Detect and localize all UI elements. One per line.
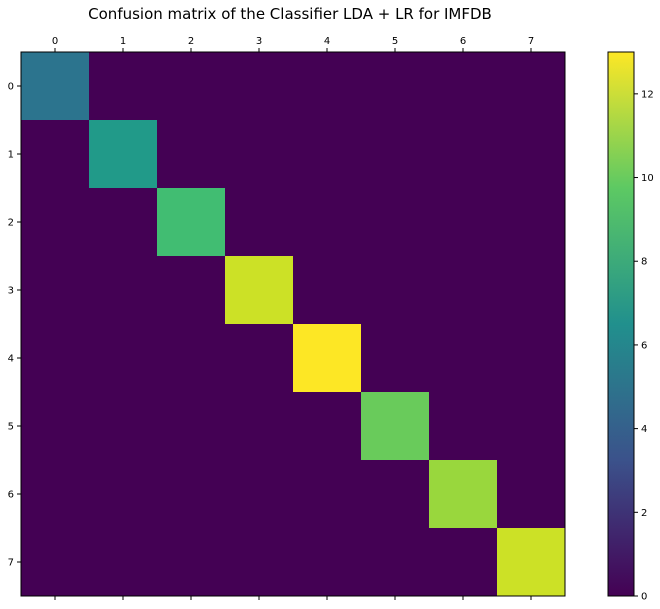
heatmap-cell: [157, 188, 226, 257]
heatmap-cell: [497, 528, 566, 597]
heatmap-cell: [429, 188, 498, 257]
y-tick-label: 5: [8, 422, 14, 433]
x-axis-ticks: 0 1 2 3 4 5 6 7: [52, 36, 534, 600]
heatmap-cell: [361, 52, 430, 121]
heatmap-cell: [497, 52, 566, 121]
plot-frame: [20, 51, 566, 597]
heatmap-cell: [89, 528, 158, 597]
heatmap-cell: [89, 188, 158, 257]
heatmap-cell: [293, 188, 362, 257]
y-tick-label: 6: [8, 490, 14, 501]
heatmap-cell: [361, 392, 430, 461]
heatmap-cell: [157, 52, 226, 121]
colorbar-tick-label: 12: [641, 89, 654, 100]
x-tick-label: 6: [460, 36, 466, 47]
colorbar-tick-label: 2: [641, 508, 647, 519]
y-tick-label: 4: [8, 354, 14, 365]
heatmap-cell: [225, 528, 294, 597]
colorbar-ticks: 0 2 4 6 8 10 12: [634, 89, 654, 603]
heatmap-cell: [361, 324, 430, 393]
colorbar-tick-label: 0: [641, 592, 647, 603]
heatmap-cell: [225, 188, 294, 257]
heatmap-cell: [21, 460, 90, 529]
heatmap-cell: [293, 324, 362, 393]
heatmap-cell: [497, 188, 566, 257]
colorbar-tick-label: 6: [641, 340, 647, 351]
heatmap-cell: [157, 460, 226, 529]
heatmap-cell: [361, 188, 430, 257]
heatmap-cell: [361, 256, 430, 325]
heatmap-cell: [21, 52, 90, 121]
heatmap-cell: [225, 52, 294, 121]
x-tick-label: 1: [120, 36, 126, 47]
heatmap-cell: [89, 460, 158, 529]
x-tick-label: 0: [52, 36, 58, 47]
heatmap-cell: [157, 324, 226, 393]
heatmap-cell: [293, 460, 362, 529]
heatmap-cell: [497, 120, 566, 189]
heatmap-cell: [361, 460, 430, 529]
heatmap-cell: [89, 52, 158, 121]
heatmap-cell: [293, 528, 362, 597]
y-tick-label: 7: [8, 558, 14, 569]
y-tick-label: 2: [8, 218, 14, 229]
heatmap-cell: [21, 324, 90, 393]
heatmap-cell: [497, 256, 566, 325]
heatmap-cell: [21, 528, 90, 597]
heatmap-cells: [21, 52, 566, 597]
heatmap-cell: [157, 392, 226, 461]
heatmap-cell: [429, 392, 498, 461]
heatmap-cell: [89, 392, 158, 461]
heatmap-cell: [157, 120, 226, 189]
x-tick-label: 5: [392, 36, 398, 47]
heatmap-cell: [21, 188, 90, 257]
colorbar-tick-label: 10: [641, 173, 654, 184]
heatmap-cell: [225, 392, 294, 461]
colorbar-tick-label: 4: [641, 424, 647, 435]
heatmap-cell: [429, 120, 498, 189]
x-tick-label: 2: [188, 36, 194, 47]
heatmap-cell: [293, 52, 362, 121]
heatmap-cell: [157, 256, 226, 325]
heatmap-cell: [89, 256, 158, 325]
heatmap-cell: [429, 256, 498, 325]
heatmap-cell: [21, 256, 90, 325]
heatmap-cell: [89, 120, 158, 189]
x-tick-label: 4: [324, 36, 330, 47]
y-tick-label: 0: [8, 82, 14, 93]
heatmap-cell: [225, 460, 294, 529]
heatmap-cell: [497, 324, 566, 393]
heatmap-cell: [361, 528, 430, 597]
x-tick-label: 3: [256, 36, 262, 47]
chart-title: Confusion matrix of the Classifier LDA +…: [88, 5, 492, 23]
y-axis-ticks: 0 1 2 3 4 5 6 7: [8, 82, 21, 569]
heatmap-cell: [225, 120, 294, 189]
heatmap-cell: [429, 460, 498, 529]
heatmap-cell: [225, 256, 294, 325]
colorbar: [607, 51, 635, 597]
heatmap-cell: [293, 120, 362, 189]
heatmap-cell: [429, 324, 498, 393]
colorbar-tick-label: 8: [641, 257, 647, 268]
x-tick-label: 7: [528, 36, 534, 47]
heatmap-cell: [293, 392, 362, 461]
heatmap-cell: [89, 324, 158, 393]
heatmap-cell: [361, 120, 430, 189]
y-tick-label: 1: [8, 150, 14, 161]
heatmap-cell: [497, 392, 566, 461]
heatmap-cell: [429, 52, 498, 121]
heatmap-cell: [21, 392, 90, 461]
heatmap-cell: [293, 256, 362, 325]
heatmap-cell: [497, 460, 566, 529]
heatmap-cell: [225, 324, 294, 393]
heatmap-cell: [21, 120, 90, 189]
heatmap-cell: [157, 528, 226, 597]
heatmap-cell: [429, 528, 498, 597]
y-tick-label: 3: [8, 286, 14, 297]
